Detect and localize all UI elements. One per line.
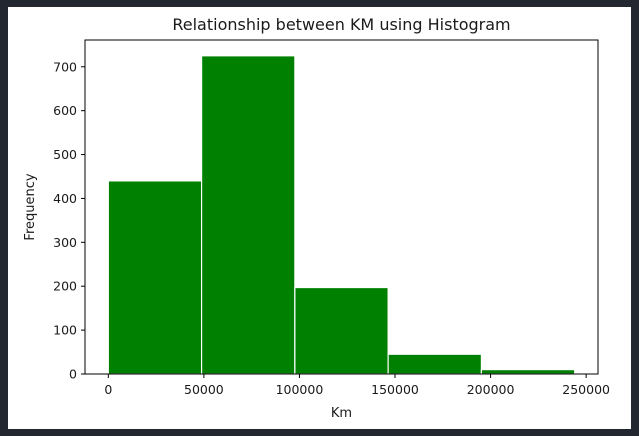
y-tick-label: 200 [53,279,77,294]
bars-group [107,55,576,375]
histogram-bar [480,369,576,375]
y-tick-label: 500 [53,147,77,162]
x-tick-label: 150000 [371,382,419,397]
y-tick-label: 300 [53,235,77,250]
y-tick-label: 0 [69,367,77,382]
x-tick-label: 0 [104,382,112,397]
y-tick-label: 100 [53,323,77,338]
histogram-bar [107,180,203,375]
y-tick-label: 400 [53,191,77,206]
x-tick-label: 100000 [276,382,324,397]
x-tick-label: 50000 [184,382,224,397]
x-axis-label: Km [331,406,352,421]
y-tick-label: 700 [53,59,77,74]
x-axis-ticks: 0 50000 100000 150000 200000 250000 [104,374,610,397]
chart-title: Relationship between KM using Histogram [172,15,510,34]
histogram-bar [200,55,296,375]
x-tick-label: 200000 [467,382,515,397]
axes-frame [84,39,599,375]
y-axis-ticks: 0 100 200 300 400 500 600 700 [53,59,85,382]
histogram-bar [294,286,389,375]
x-tick-label: 250000 [562,382,610,397]
histogram-bar [387,353,483,375]
y-tick-label: 600 [53,103,77,118]
y-axis-label: Frequency [23,173,38,240]
